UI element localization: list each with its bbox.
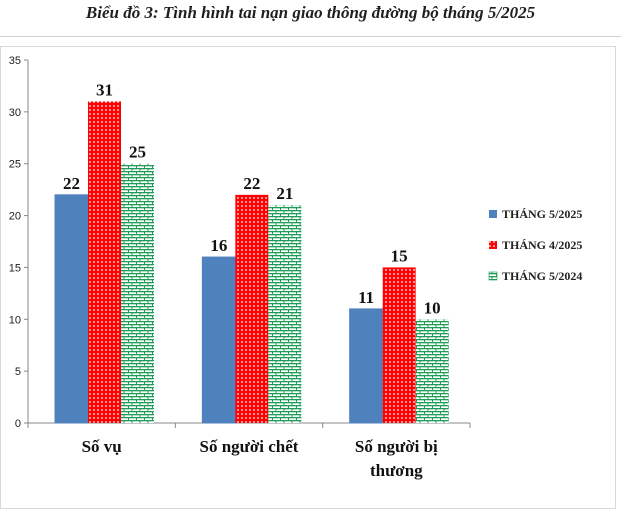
data-label: 16 [210, 236, 227, 255]
legend-swatch [488, 271, 498, 281]
legend-swatch [489, 241, 497, 249]
bar [415, 319, 449, 423]
y-tick-label: 10 [9, 314, 21, 326]
legend-label: THÁNG 5/2025 [502, 207, 582, 221]
y-tick-label: 35 [9, 55, 21, 67]
data-label: 15 [391, 246, 408, 265]
chart-frame [0, 46, 616, 509]
x-category-label: Số người chết [200, 437, 299, 456]
legend-swatch [489, 210, 497, 218]
bar [201, 256, 236, 424]
bar [382, 267, 416, 423]
bar [121, 163, 154, 423]
data-label: 21 [276, 184, 293, 203]
bar [349, 308, 384, 424]
x-category-label: thương [370, 461, 423, 480]
chart-title: Biểu đồ 3: Tình hình tai nạn giao thông … [85, 3, 536, 22]
x-category-label: Số vụ [82, 437, 122, 456]
legend-label: THÁNG 5/2024 [502, 269, 582, 283]
title-divider [0, 36, 621, 37]
legend-label: THÁNG 4/2025 [502, 238, 582, 252]
y-tick-label: 30 [9, 107, 21, 119]
data-label: 31 [96, 80, 113, 99]
bar [54, 194, 89, 424]
y-tick-label: 0 [15, 418, 21, 430]
y-tick-label: 25 [9, 159, 21, 171]
data-label: 10 [424, 298, 441, 317]
data-label: 11 [358, 288, 374, 307]
bar [268, 205, 302, 423]
y-tick-label: 5 [15, 366, 21, 378]
bar [88, 101, 121, 423]
x-category-label: Số người bị [355, 437, 438, 456]
data-label: 25 [129, 143, 146, 162]
y-tick-label: 20 [9, 211, 21, 223]
y-tick-label: 15 [9, 262, 21, 274]
data-label: 22 [243, 174, 260, 193]
bar [235, 194, 269, 423]
data-label: 22 [63, 174, 80, 193]
